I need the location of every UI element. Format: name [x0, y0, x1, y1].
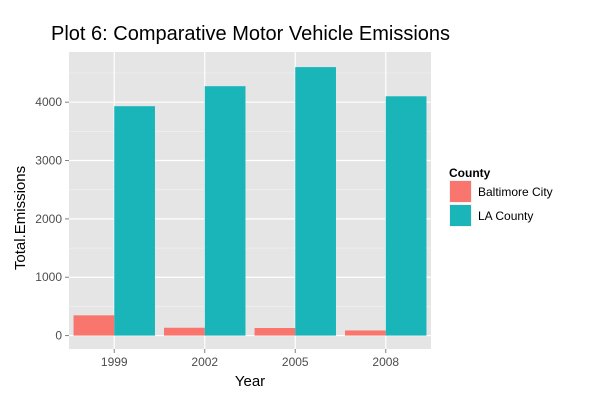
legend-label: LA County	[478, 209, 533, 223]
legend: County Baltimore City LA County	[449, 166, 553, 227]
y-tick-label: 3000	[35, 154, 62, 168]
x-axis-title: Year	[235, 373, 265, 390]
y-axis-ticks: 0 1000 2000 3000 4000	[35, 95, 69, 343]
bar-baltimore-city-2002	[164, 327, 205, 336]
x-tick-label: 2002	[191, 355, 218, 369]
y-tick-label: 0	[55, 329, 62, 343]
legend-label: Baltimore City	[478, 185, 553, 199]
bar-la-county-2008	[385, 96, 427, 336]
legend-swatch	[450, 205, 471, 226]
y-axis-title: Total.Emissions	[12, 166, 29, 270]
legend-title: County	[449, 166, 491, 180]
x-tick-label: 1999	[101, 355, 128, 369]
bar-baltimore-city-2008	[345, 330, 386, 336]
y-tick-label: 1000	[35, 270, 62, 284]
bar-la-county-2002	[204, 86, 246, 336]
bar-la-county-1999	[114, 106, 155, 336]
x-tick-label: 2005	[282, 355, 309, 369]
chart-title: Plot 6: Comparative Motor Vehicle Emissi…	[51, 23, 450, 45]
x-tick-label: 2008	[372, 355, 399, 369]
y-tick-label: 4000	[35, 95, 62, 109]
x-axis-ticks: 1999 2002 2005 2008	[101, 349, 399, 369]
bars	[73, 67, 427, 336]
bar-baltimore-city-2005	[254, 327, 296, 336]
bar-baltimore-city-1999	[73, 315, 115, 336]
bar-la-county-2005	[295, 67, 336, 336]
y-tick-label: 2000	[35, 212, 62, 226]
legend-swatch	[450, 181, 471, 202]
